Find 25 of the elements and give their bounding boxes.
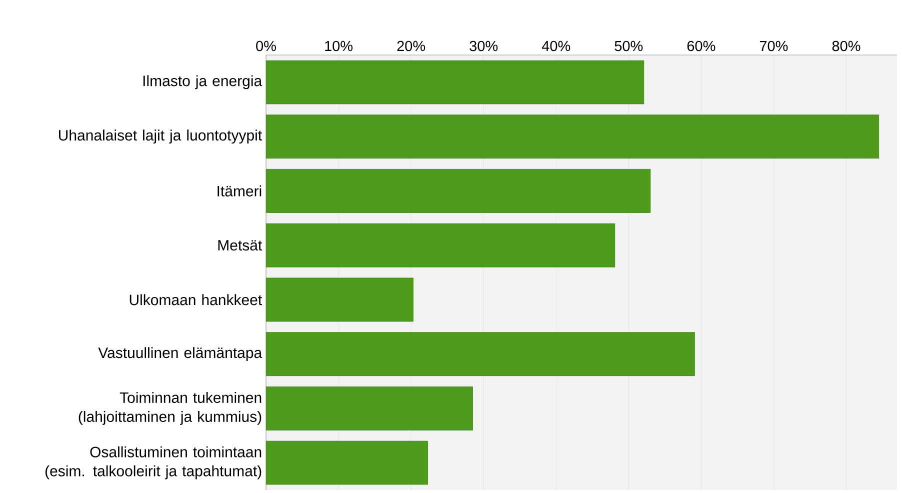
y-tick-label: Ilmasto ja energia bbox=[143, 75, 262, 90]
x-tick-label: 10% bbox=[325, 40, 353, 52]
y-tick-label: Toiminnan tukeminen (lahjoittaminen ja kummius) bbox=[78, 392, 262, 425]
x-tick-label: 80% bbox=[832, 40, 860, 52]
bar bbox=[266, 386, 473, 430]
bar bbox=[266, 440, 428, 485]
y-tick-label: Osallistuminen toimintaan (esim. talkooleirit ja tapahtumat) bbox=[45, 446, 262, 480]
x-tick-label: 40% bbox=[542, 40, 570, 52]
bar bbox=[266, 60, 644, 104]
bar bbox=[266, 332, 695, 376]
bar bbox=[266, 114, 880, 159]
x-tick-label: 20% bbox=[397, 40, 426, 52]
x-tick-label: 50% bbox=[614, 40, 643, 52]
x-tick-label: 30% bbox=[470, 40, 498, 52]
x-tick-label: 0% bbox=[256, 40, 276, 52]
y-tick-label: Vastuullinen elämäntapa bbox=[98, 347, 262, 362]
x-tick-label: 60% bbox=[687, 40, 716, 52]
y-tick-label: Metsät bbox=[218, 240, 262, 251]
y-tick-label: Ulkomaan hankkeet bbox=[130, 294, 262, 306]
bar bbox=[266, 223, 616, 268]
bar bbox=[266, 278, 414, 322]
y-tick-label: Itämeri bbox=[218, 185, 262, 196]
bar bbox=[266, 168, 651, 213]
x-tick-label: 70% bbox=[760, 40, 788, 52]
y-tick-label: Uhanalaiset lajit ja luontotyypit bbox=[59, 130, 262, 144]
